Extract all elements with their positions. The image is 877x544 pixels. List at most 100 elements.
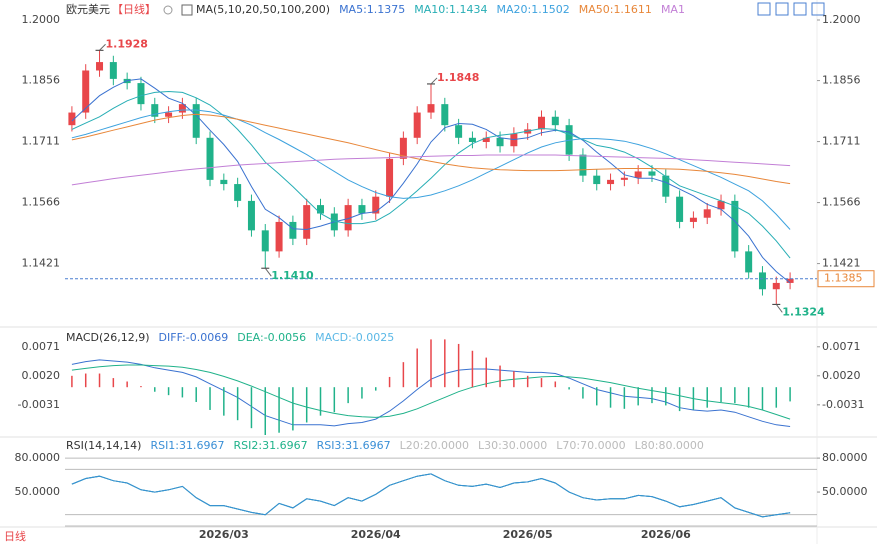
candle-body xyxy=(247,200,255,231)
candle-body xyxy=(192,104,200,138)
candle-body xyxy=(441,104,449,126)
candle-body xyxy=(82,70,90,113)
extreme-leader xyxy=(264,267,272,277)
extreme-label: 1.1928 xyxy=(106,37,148,50)
y-tick-label: 50.0000 xyxy=(822,485,868,498)
candle-body xyxy=(303,205,311,239)
candle-body xyxy=(772,282,780,290)
legend-entry: RSI3:31.6967 xyxy=(317,439,391,452)
extreme-leader xyxy=(775,304,783,313)
candle-body xyxy=(206,137,214,180)
y-tick-label: 0.0020 xyxy=(822,369,861,382)
y-tick-label: 1.1711 xyxy=(822,135,861,148)
candle-body xyxy=(344,205,352,231)
y-tick-label: 1.2000 xyxy=(22,13,61,26)
rsi-line xyxy=(71,473,791,518)
candle-body xyxy=(234,184,242,201)
extreme-label: 1.1324 xyxy=(782,305,825,318)
candle-body xyxy=(358,205,366,214)
candle-body xyxy=(689,217,697,222)
last-price-label: 1.1385 xyxy=(824,272,863,285)
legend-entry: L30:30.0000 xyxy=(478,439,547,452)
macd-line xyxy=(71,364,791,420)
legend-entry: RSI2:31.6967 xyxy=(234,439,308,452)
ma-line xyxy=(71,113,791,185)
candle-body xyxy=(634,171,642,178)
candle-body xyxy=(620,177,628,180)
period-label[interactable]: 【日线】 xyxy=(112,2,156,16)
candle-body xyxy=(579,154,587,176)
y-tick-label: 1.1856 xyxy=(822,74,861,87)
indicator-icon[interactable] xyxy=(181,4,193,16)
extreme-label: 1.1410 xyxy=(271,269,314,282)
y-tick-label: 1.2000 xyxy=(822,13,861,26)
y-tick-label: 1.1856 xyxy=(22,74,61,87)
candle-body xyxy=(317,205,325,214)
candle-body xyxy=(537,116,545,130)
legend-entry: MA20:1.1502 xyxy=(497,3,570,16)
legend-entry: L70:70.0000 xyxy=(556,439,625,452)
candle-body xyxy=(468,137,476,142)
legend-entry: RSI(14,14,14) xyxy=(66,439,141,452)
legend-entry: MA5:1.1375 xyxy=(339,3,405,16)
legend-entry: MA50:1.1611 xyxy=(579,3,652,16)
candle-body xyxy=(109,62,117,79)
legend-entry: RSI1:31.6967 xyxy=(150,439,224,452)
symbol-name: 欧元美元 xyxy=(66,3,110,16)
y-tick-label: 1.1421 xyxy=(822,257,861,270)
candle-body xyxy=(372,196,380,214)
candle-body xyxy=(220,179,228,185)
legend-entry: L20:20.0000 xyxy=(400,439,469,452)
ma-line xyxy=(71,78,791,284)
legend-entry: L80:80.0000 xyxy=(635,439,704,452)
extreme-leader xyxy=(99,43,106,51)
candle-body xyxy=(482,137,490,142)
tool-button[interactable] xyxy=(775,2,789,16)
legend-entry: MACD(26,12,9) xyxy=(66,331,150,344)
candle-body xyxy=(151,104,159,117)
candle-body xyxy=(676,196,684,222)
extreme-label: 1.1848 xyxy=(437,71,479,84)
candle-body xyxy=(607,179,615,185)
candle-body xyxy=(648,171,656,176)
toolbar xyxy=(757,2,825,16)
y-tick-label: 80.0000 xyxy=(822,451,868,464)
tool-button[interactable] xyxy=(811,2,825,16)
ma-line xyxy=(71,109,791,230)
tool-button[interactable] xyxy=(757,2,771,16)
candle-body xyxy=(261,230,269,252)
y-tick-label: -0.0031 xyxy=(822,398,864,411)
candle-body xyxy=(137,83,145,105)
candle-body xyxy=(786,278,794,283)
y-tick-label: 0.0020 xyxy=(22,369,61,382)
ma-line xyxy=(71,154,791,186)
legend-entry: DIFF:-0.0069 xyxy=(159,331,229,344)
y-tick-label: 0.0071 xyxy=(22,340,61,353)
candle-body xyxy=(758,272,766,290)
last-price-box xyxy=(817,270,875,288)
candle-body xyxy=(96,62,104,71)
candle-body xyxy=(178,104,186,113)
candle-body xyxy=(386,158,394,197)
settings-icon[interactable] xyxy=(163,5,173,15)
legend-entry: MA10:1.1434 xyxy=(414,3,487,16)
candle-body xyxy=(703,209,711,218)
candle-body xyxy=(496,137,504,147)
ma-line xyxy=(71,90,791,259)
x-tick-label: 2026/05 xyxy=(503,528,553,541)
y-tick-label: 1.1566 xyxy=(822,196,861,209)
footer-period[interactable]: 日线 xyxy=(4,529,26,543)
y-tick-label: 1.1711 xyxy=(22,135,61,148)
y-tick-label: 1.1566 xyxy=(22,196,61,209)
candle-body xyxy=(413,112,421,138)
candle-body xyxy=(399,137,407,159)
legend-entry: DEA:-0.0056 xyxy=(237,331,306,344)
x-tick-label: 2026/06 xyxy=(641,528,691,541)
extreme-leader xyxy=(430,77,438,85)
candle-body xyxy=(745,251,753,273)
tool-button[interactable] xyxy=(793,2,807,16)
candle-body xyxy=(551,116,559,126)
candle-body xyxy=(717,200,725,210)
